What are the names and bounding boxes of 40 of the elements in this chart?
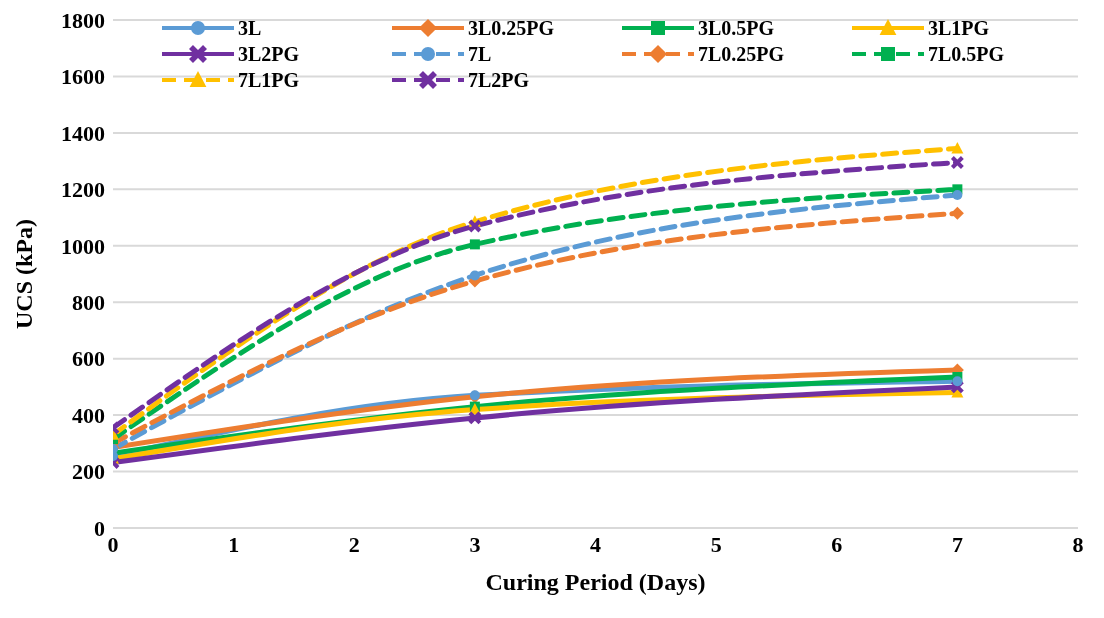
y-tick-label: 800 bbox=[72, 290, 105, 316]
point bbox=[467, 219, 482, 234]
y-tick-label: 1200 bbox=[61, 177, 105, 203]
y-tick-label: 1800 bbox=[61, 7, 105, 33]
x-tick-label: 2 bbox=[348, 531, 360, 557]
legend-label: 7L2PG bbox=[468, 68, 530, 92]
point bbox=[467, 410, 482, 425]
x-tick-label: 3 bbox=[469, 531, 481, 557]
point bbox=[950, 206, 964, 220]
point bbox=[469, 239, 480, 250]
y-axis-title: UCS (kPa) bbox=[10, 218, 37, 330]
point bbox=[952, 189, 963, 200]
x-tick-label: 1 bbox=[228, 531, 240, 557]
x-tick-label: 4 bbox=[590, 531, 601, 557]
x-tick-label: 5 bbox=[710, 531, 722, 557]
y-tick-label: 1600 bbox=[61, 64, 105, 90]
y-tick-label: 600 bbox=[72, 346, 105, 372]
legend-label: 7L bbox=[468, 42, 492, 66]
point bbox=[950, 155, 965, 170]
legend-label: 3L1PG bbox=[928, 16, 990, 40]
legend-label: 3L0.5PG bbox=[698, 16, 775, 40]
x-axis-title: Curing Period (Days) bbox=[485, 569, 706, 595]
point bbox=[950, 379, 965, 394]
y-tick-label: 1400 bbox=[61, 120, 105, 146]
x-tick-label: 8 bbox=[1072, 531, 1084, 557]
legend-label: 7L0.5PG bbox=[928, 42, 1005, 66]
legend-label: 7L0.25PG bbox=[698, 42, 785, 66]
legend-label: 3L0.25PG bbox=[468, 16, 555, 40]
legend-label: 3L bbox=[238, 16, 262, 40]
point bbox=[951, 141, 964, 154]
x-tick-label: 7 bbox=[951, 531, 963, 557]
y-tick-label: 1000 bbox=[61, 233, 105, 259]
point bbox=[952, 376, 963, 387]
legend-label: 3L2PG bbox=[238, 42, 300, 66]
y-tick-label: 200 bbox=[72, 459, 105, 485]
y-tick-label: 0 bbox=[94, 515, 105, 541]
legend-label: 7L1PG bbox=[238, 68, 300, 92]
x-tick-label: 6 bbox=[831, 531, 843, 557]
y-tick-label: 400 bbox=[72, 402, 105, 428]
point bbox=[469, 270, 480, 281]
